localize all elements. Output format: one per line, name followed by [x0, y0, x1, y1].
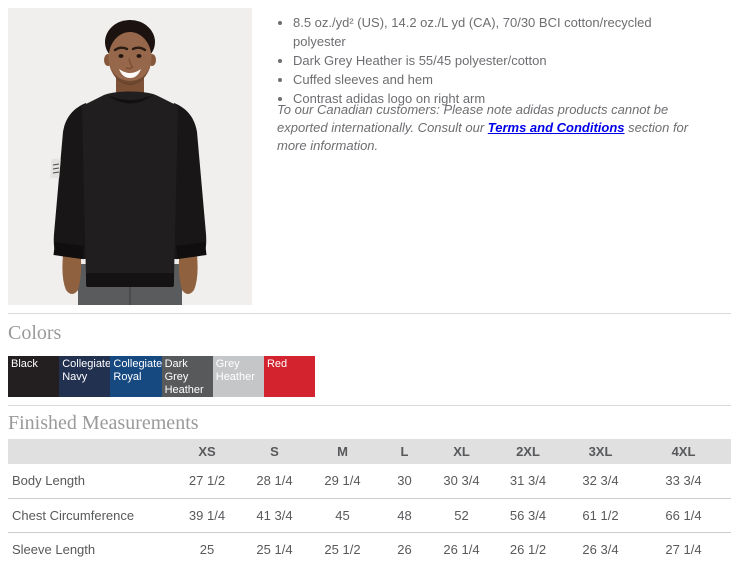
- canadian-note-text-after: section for more information.: [277, 120, 689, 153]
- divider-above-colors: [8, 313, 731, 314]
- finished-measurements-heading: Finished Measurements: [8, 412, 199, 434]
- feature-item: Dark Grey Heather is 55/45 polyester/cot…: [293, 51, 701, 70]
- color-swatch[interactable]: Dark Grey Heather: [161, 356, 213, 397]
- color-swatch[interactable]: Grey Heather: [212, 356, 264, 397]
- measurement-value-cell: 32 3/4: [582, 473, 619, 489]
- measurement-value-cell: 25 1/4: [241, 531, 308, 566]
- size-column-header: L: [400, 444, 409, 459]
- size-column-header: S: [270, 444, 279, 459]
- divider-above-measurements: [8, 405, 731, 406]
- measurement-row: Chest Circumference 39 1/4 41 3/4 45 48 52 56 …: [8, 497, 731, 532]
- measurement-value-cell: 27 1/4: [636, 531, 731, 566]
- measurement-value-cell: 26 1/4: [432, 531, 491, 566]
- color-swatch-label: Black: [11, 358, 38, 370]
- colors-heading: Colors: [8, 322, 62, 344]
- measurements-table-body: Body Length 27 1/2 28 1/4 29 1/4 30 30 3/4 31 …: [8, 464, 731, 566]
- product-photo: [8, 8, 252, 305]
- measurement-value-cell: 26 1/2: [491, 531, 565, 566]
- model-illustration: [8, 8, 252, 305]
- measurement-row-label: Chest Circumference: [8, 497, 173, 532]
- size-header-row: XS S M L XL 2XL 3XL 4XL: [8, 439, 731, 464]
- feature-item: Contrast adidas logo on right arm: [293, 89, 701, 108]
- measurement-value-cell: 52: [432, 497, 491, 532]
- measurement-row: Body Length 27 1/2 28 1/4 29 1/4 30 30 3/4 31 …: [8, 464, 731, 498]
- color-swatch[interactable]: Collegiate Royal: [110, 356, 162, 397]
- measurement-value-cell: 48: [377, 497, 432, 532]
- feature-item: Cuffed sleeves and hem: [293, 70, 701, 89]
- color-swatch[interactable]: Red: [263, 356, 316, 397]
- color-swatch-label: Collegiate Navy: [62, 358, 111, 383]
- color-swatch-label: Collegiate Royal: [113, 358, 162, 383]
- finished-measurements-table: XS S M L XL 2XL 3XL 4XL Body Length 27 1/2 28 1/4…: [8, 439, 731, 566]
- measurement-value-cell: 33 3/4: [665, 473, 702, 489]
- size-column-header: XS: [198, 444, 216, 459]
- color-swatch-row: Black Collegiate Navy Collegiate Royal D…: [8, 356, 316, 397]
- canadian-note-text-before: To our Canadian customers: Please note a…: [277, 102, 669, 135]
- color-swatch[interactable]: Black: [8, 356, 60, 397]
- measurement-value-cell: 30 3/4: [443, 473, 480, 489]
- measurements-table-header: XS S M L XL 2XL 3XL 4XL: [8, 439, 731, 464]
- size-column-header: XL: [453, 444, 470, 459]
- measurement-value-cell: 56 3/4: [491, 497, 565, 532]
- canadian-note: To our Canadian customers: Please note a…: [277, 101, 701, 155]
- terms-and-conditions-link[interactable]: Terms and Conditions: [487, 120, 625, 135]
- measurement-label-column-header: [8, 439, 173, 464]
- size-column-header: M: [337, 444, 348, 459]
- measurement-row: Sleeve Length 25 25 1/4 25 1/2 26 26 1/4 26 1/…: [8, 531, 731, 566]
- measurement-value-cell: 26 3/4: [565, 531, 636, 566]
- measurement-row-label: Body Length: [12, 473, 86, 489]
- measurement-value-cell: 25 1/2: [308, 531, 377, 566]
- color-swatch[interactable]: Collegiate Navy: [59, 356, 111, 397]
- size-column-header: 4XL: [671, 444, 696, 459]
- measurement-value-cell: 30: [397, 473, 412, 489]
- feature-item: 8.5 oz./yd² (US), 14.2 oz./L yd (CA), 70…: [293, 13, 701, 51]
- measurement-value-cell: 45: [308, 497, 377, 532]
- measurement-value-cell: 29 1/4: [324, 473, 361, 489]
- measurement-value-cell: 39 1/4: [173, 497, 241, 532]
- measurement-value-cell: 41 3/4: [241, 497, 308, 532]
- color-swatch-label: Red: [266, 358, 288, 370]
- size-column-header: 3XL: [588, 444, 613, 459]
- measurement-value-cell: 31 3/4: [509, 473, 547, 489]
- measurement-value-cell: 26: [377, 531, 432, 566]
- size-column-header: 2XL: [516, 444, 540, 459]
- color-swatch-label: Dark Grey Heather: [164, 358, 204, 396]
- color-swatch-label: Grey Heather: [215, 358, 255, 383]
- feature-list: 8.5 oz./yd² (US), 14.2 oz./L yd (CA), 70…: [277, 13, 701, 108]
- measurement-value-cell: 28 1/4: [256, 473, 293, 489]
- measurement-value-cell: 61 1/2: [565, 497, 636, 532]
- measurement-value-cell: 25: [173, 531, 241, 566]
- measurement-value-cell: 66 1/4: [636, 497, 731, 532]
- measurement-value-cell: 27 1/2: [188, 473, 226, 489]
- measurement-row-label: Sleeve Length: [8, 531, 173, 566]
